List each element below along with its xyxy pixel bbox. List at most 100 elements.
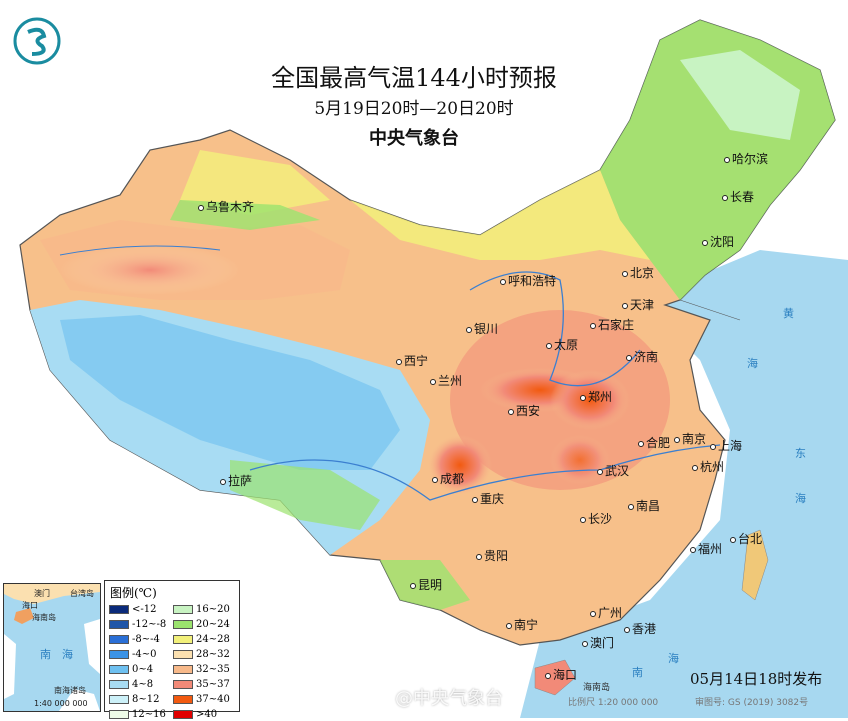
city-label: 南京 <box>674 430 706 447</box>
legend-swatch <box>173 680 193 689</box>
city-marker-icon <box>472 496 478 503</box>
watermark: @中央气象台 <box>395 688 503 709</box>
city-marker-icon <box>506 622 512 629</box>
sea-label: 东 <box>795 447 806 460</box>
legend-swatch <box>109 635 129 644</box>
legend-swatch <box>109 620 129 629</box>
city-marker-icon <box>622 302 628 309</box>
city-name: 沈阳 <box>710 235 735 249</box>
legend-swatch <box>173 665 193 674</box>
sea-label: 海 <box>795 492 806 505</box>
legend-item: 4~8 <box>109 678 173 691</box>
city-label: 昆明 <box>410 576 442 593</box>
city-name: 南宁 <box>514 618 539 632</box>
legend-item: -12~-8 <box>109 618 173 631</box>
inset-label: 澳门 <box>34 589 50 598</box>
city-name: 武汉 <box>605 464 630 478</box>
city-name: 天津 <box>630 298 655 312</box>
legend-label: 32~35 <box>196 664 230 675</box>
inset-label: 南 <box>40 648 51 661</box>
city-marker-icon <box>410 582 416 589</box>
city-name: 乌鲁木齐 <box>206 200 255 214</box>
legend-label: 16~20 <box>196 604 230 615</box>
legend-item: 37~40 <box>173 693 237 706</box>
city-marker-icon <box>724 156 730 163</box>
city-name: 昆明 <box>418 578 443 592</box>
city-label: 石家庄 <box>590 316 634 333</box>
forecast-period: 5月19日20时—20日20时 <box>314 99 514 119</box>
city-label: 杭州 <box>692 458 724 475</box>
city-name: 合肥 <box>646 436 671 450</box>
city-marker-icon <box>580 394 586 401</box>
city-label: 南宁 <box>506 616 538 633</box>
legend-swatch <box>109 695 129 704</box>
city-label: 天津 <box>622 296 654 313</box>
legend-item: -4~0 <box>109 648 173 661</box>
sea-label: 南 <box>632 666 643 679</box>
city-marker-icon <box>198 204 204 211</box>
legend-label: >40 <box>196 709 218 720</box>
city-marker-icon <box>580 516 586 523</box>
legend-item: -8~-4 <box>109 633 173 646</box>
city-marker-icon <box>690 546 696 553</box>
city-marker-icon <box>582 640 588 647</box>
city-name: 北京 <box>630 266 655 280</box>
sea-label: 海 <box>747 357 758 370</box>
city-marker-icon <box>590 610 596 617</box>
inset-label: 海 <box>62 648 73 661</box>
issuer: 中央气象台 <box>369 128 459 149</box>
city-label: 拉萨 <box>220 472 252 489</box>
legend-item: 12~16 <box>109 708 173 721</box>
city-marker-icon <box>545 672 551 679</box>
city-label: 海口 <box>545 666 577 683</box>
city-marker-icon <box>508 408 514 415</box>
city-marker-icon <box>730 536 736 543</box>
legend-item: >40 <box>173 708 237 721</box>
legend-swatch <box>173 620 193 629</box>
legend-label: 8~12 <box>132 694 160 705</box>
taiwan <box>741 529 769 601</box>
sea <box>520 250 848 718</box>
city-marker-icon <box>396 358 402 365</box>
legend-label: -4~0 <box>132 649 157 660</box>
legend-label: 12~16 <box>132 709 166 720</box>
issued-time: 05月14日18时发布 <box>690 670 823 688</box>
legend-label: <-12 <box>132 604 157 615</box>
legend-label: -12~-8 <box>132 619 167 630</box>
city-name: 拉萨 <box>228 474 253 488</box>
legend-label: 4~8 <box>132 679 154 690</box>
legend-item: 8~12 <box>109 693 173 706</box>
city-name: 西安 <box>516 404 541 418</box>
city-label: 澳门 <box>582 634 614 651</box>
city-label: 长春 <box>722 188 754 205</box>
city-name: 银川 <box>474 322 499 336</box>
legend-item: 20~24 <box>173 618 237 631</box>
city-label: 长沙 <box>580 510 612 527</box>
city-name: 海口 <box>553 668 578 682</box>
city-marker-icon <box>430 378 436 385</box>
city-name: 郑州 <box>588 390 613 404</box>
legend-label: 24~28 <box>196 634 230 645</box>
south-china-sea-inset: 澳门 台湾岛 海口 海南岛 南 海 南海诸岛 1:40 000 000 <box>3 583 101 712</box>
legend-item: 35~37 <box>173 678 237 691</box>
legend-swatch <box>173 635 193 644</box>
city-marker-icon <box>626 354 632 361</box>
city-label: 台北 <box>730 530 762 547</box>
city-marker-icon <box>476 553 482 560</box>
city-marker-icon <box>710 443 716 450</box>
city-label: 太原 <box>546 336 578 353</box>
legend-swatch <box>173 650 193 659</box>
cma-logo-icon <box>12 16 62 66</box>
city-label: 福州 <box>690 540 722 557</box>
city-label: 济南 <box>626 348 658 365</box>
inset-scale: 1:40 000 000 <box>34 699 88 708</box>
city-label: 哈尔滨 <box>724 150 768 167</box>
city-marker-icon <box>674 436 680 443</box>
legend-swatch <box>109 605 129 614</box>
legend-label: 28~32 <box>196 649 230 660</box>
legend-title: 图例(℃) <box>110 586 157 600</box>
city-label: 重庆 <box>472 490 504 507</box>
city-label: 广州 <box>590 604 622 621</box>
map-scale: 比例尺 1:20 000 000 <box>568 698 659 708</box>
legend-item: <-12 <box>109 603 173 616</box>
